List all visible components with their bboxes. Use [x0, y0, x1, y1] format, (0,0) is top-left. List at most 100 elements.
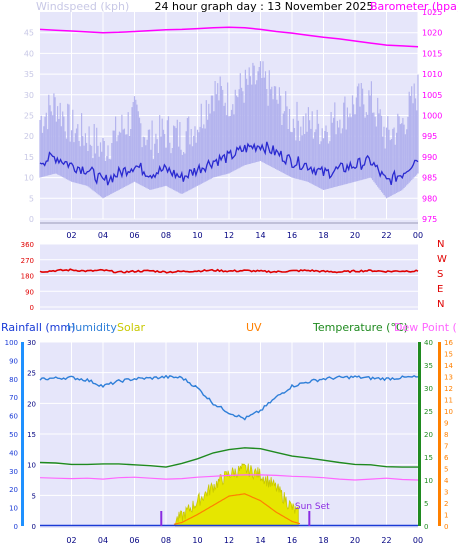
chart-title: 24 hour graph day : 13 November 2025	[154, 0, 373, 13]
x-tick-02: 02	[66, 231, 76, 240]
x-tick-18: 18	[318, 231, 328, 240]
windspeed-tick-25: 25	[24, 112, 34, 121]
windspeed-tick-10: 10	[24, 174, 34, 183]
temperature-tick-25: 25	[424, 408, 433, 416]
panel3-x-ticks: 02 04 06 08 10 12 14 16 18 20 22 00	[66, 536, 423, 545]
x-tick-22: 22	[381, 231, 391, 240]
rain-tick-70: 70	[9, 394, 18, 402]
p3-x-tick-02: 02	[66, 536, 76, 544]
barometer-axis-label: Barometer (hpa)	[370, 0, 458, 13]
direction-axis-ticks: 0 90 180 270 360	[21, 241, 34, 312]
panel2-background	[40, 244, 418, 310]
wind-direction-series	[39, 268, 419, 274]
uv-tick-12: 12	[444, 385, 453, 393]
x-tick-20: 20	[350, 231, 360, 240]
rain-tick-30: 30	[9, 468, 18, 476]
uv-tick-6: 6	[444, 454, 449, 462]
panel3-plot	[39, 374, 419, 527]
windspeed-tick-35: 35	[24, 70, 34, 79]
windspeed-axis-label: Windspeed (kph)	[36, 0, 129, 13]
temperature-tick-35: 35	[424, 362, 433, 370]
legend-dewpoint: Dew Point (°C)	[394, 321, 458, 334]
panel2-plot	[39, 268, 419, 274]
legend-rainfall: Rainfall (mm)	[1, 321, 75, 334]
barometer-tick-1010: 1010	[422, 70, 442, 79]
humidity-tick-0: 0	[32, 523, 36, 531]
windspeed-tick-30: 30	[24, 91, 34, 100]
p3-x-tick-14: 14	[255, 536, 265, 544]
compass-label-4: N	[437, 299, 444, 310]
temperature-tick-30: 30	[424, 385, 433, 393]
barometer-tick-990: 990	[422, 153, 437, 162]
uv-tick-1: 1	[444, 512, 448, 520]
p3-x-tick-06: 06	[129, 536, 139, 544]
compass-label-0: N	[437, 239, 444, 250]
temperature-tick-20: 20	[424, 431, 433, 439]
panel1-x-ticks: 02 04 06 08 10 12 14 16 18 20 22 00	[66, 231, 423, 240]
x-tick-12: 12	[224, 231, 234, 240]
p3-x-tick-04: 04	[98, 536, 108, 544]
windspeed-tick-5: 5	[29, 194, 34, 203]
rain-tick-90: 90	[9, 357, 18, 365]
uv-axis-bar	[438, 342, 441, 526]
humidity-tick-10: 10	[27, 462, 36, 470]
x-tick-04: 04	[98, 231, 108, 240]
humidity-tick-5: 5	[32, 492, 36, 500]
uv-tick-3: 3	[444, 489, 448, 497]
x-tick-10: 10	[192, 231, 202, 240]
rain-tick-0: 0	[14, 523, 18, 531]
sunset-annotation: Sun Set	[295, 502, 330, 512]
uv-tick-8: 8	[444, 431, 448, 439]
barometer-tick-980: 980	[422, 194, 437, 203]
barometer-axis-ticks: 975 980 985 990 995 1000 1005 1010 1015 1020 1025	[422, 8, 442, 224]
barometer-tick-1015: 1015	[422, 49, 442, 58]
windspeed-axis-ticks: 0 5 10 15 20 25 30 35 40 45	[24, 29, 34, 224]
legend-uv: UV	[246, 321, 262, 334]
temperature-series	[39, 447, 418, 468]
rain-tick-50: 50	[9, 431, 18, 439]
uv-tick-5: 5	[444, 466, 448, 474]
temperature-tick-15: 15	[424, 454, 433, 462]
barometer-tick-1020: 1020	[422, 29, 442, 38]
windspeed-tick-15: 15	[24, 153, 34, 162]
direction-tick-270: 270	[21, 257, 34, 265]
windspeed-tick-45: 45	[24, 29, 34, 38]
uv-tick-16: 16	[444, 339, 453, 347]
wind-average-series	[39, 141, 419, 186]
x-tick-08: 08	[161, 231, 171, 240]
uv-tick-15: 15	[444, 351, 453, 359]
uv-series	[173, 493, 301, 525]
direction-tick-360: 360	[21, 241, 34, 249]
legend-solar: Solar	[117, 321, 146, 334]
barometer-tick-1005: 1005	[422, 91, 442, 100]
barometer-tick-1000: 1000	[422, 112, 442, 121]
humidity-tick-25: 25	[27, 370, 36, 378]
rain-tick-20: 20	[9, 486, 18, 494]
uv-tick-14: 14	[444, 362, 453, 370]
rain-tick-80: 80	[9, 376, 18, 384]
x-tick-16: 16	[287, 231, 297, 240]
temperature-tick-0: 0	[424, 523, 428, 531]
uv-tick-10: 10	[444, 408, 453, 416]
p3-x-tick-10: 10	[192, 536, 202, 544]
legend-humidity: Humidity	[67, 321, 117, 334]
barometer-tick-975: 975	[422, 215, 437, 224]
humidity-series	[39, 374, 419, 421]
direction-tick-0: 0	[30, 304, 34, 312]
p3-x-tick-22: 22	[381, 536, 391, 544]
temperature-tick-10: 10	[424, 477, 433, 485]
rain-tick-60: 60	[9, 413, 18, 421]
humidity-tick-30: 30	[27, 339, 36, 347]
uv-tick-0: 0	[444, 523, 448, 531]
uv-tick-7: 7	[444, 443, 448, 451]
humidity-tick-20: 20	[27, 400, 36, 408]
direction-tick-180: 180	[21, 273, 34, 281]
temperature-tick-40: 40	[424, 339, 433, 347]
rain-tick-100: 100	[5, 339, 18, 347]
p3-x-tick-08: 08	[161, 536, 171, 544]
